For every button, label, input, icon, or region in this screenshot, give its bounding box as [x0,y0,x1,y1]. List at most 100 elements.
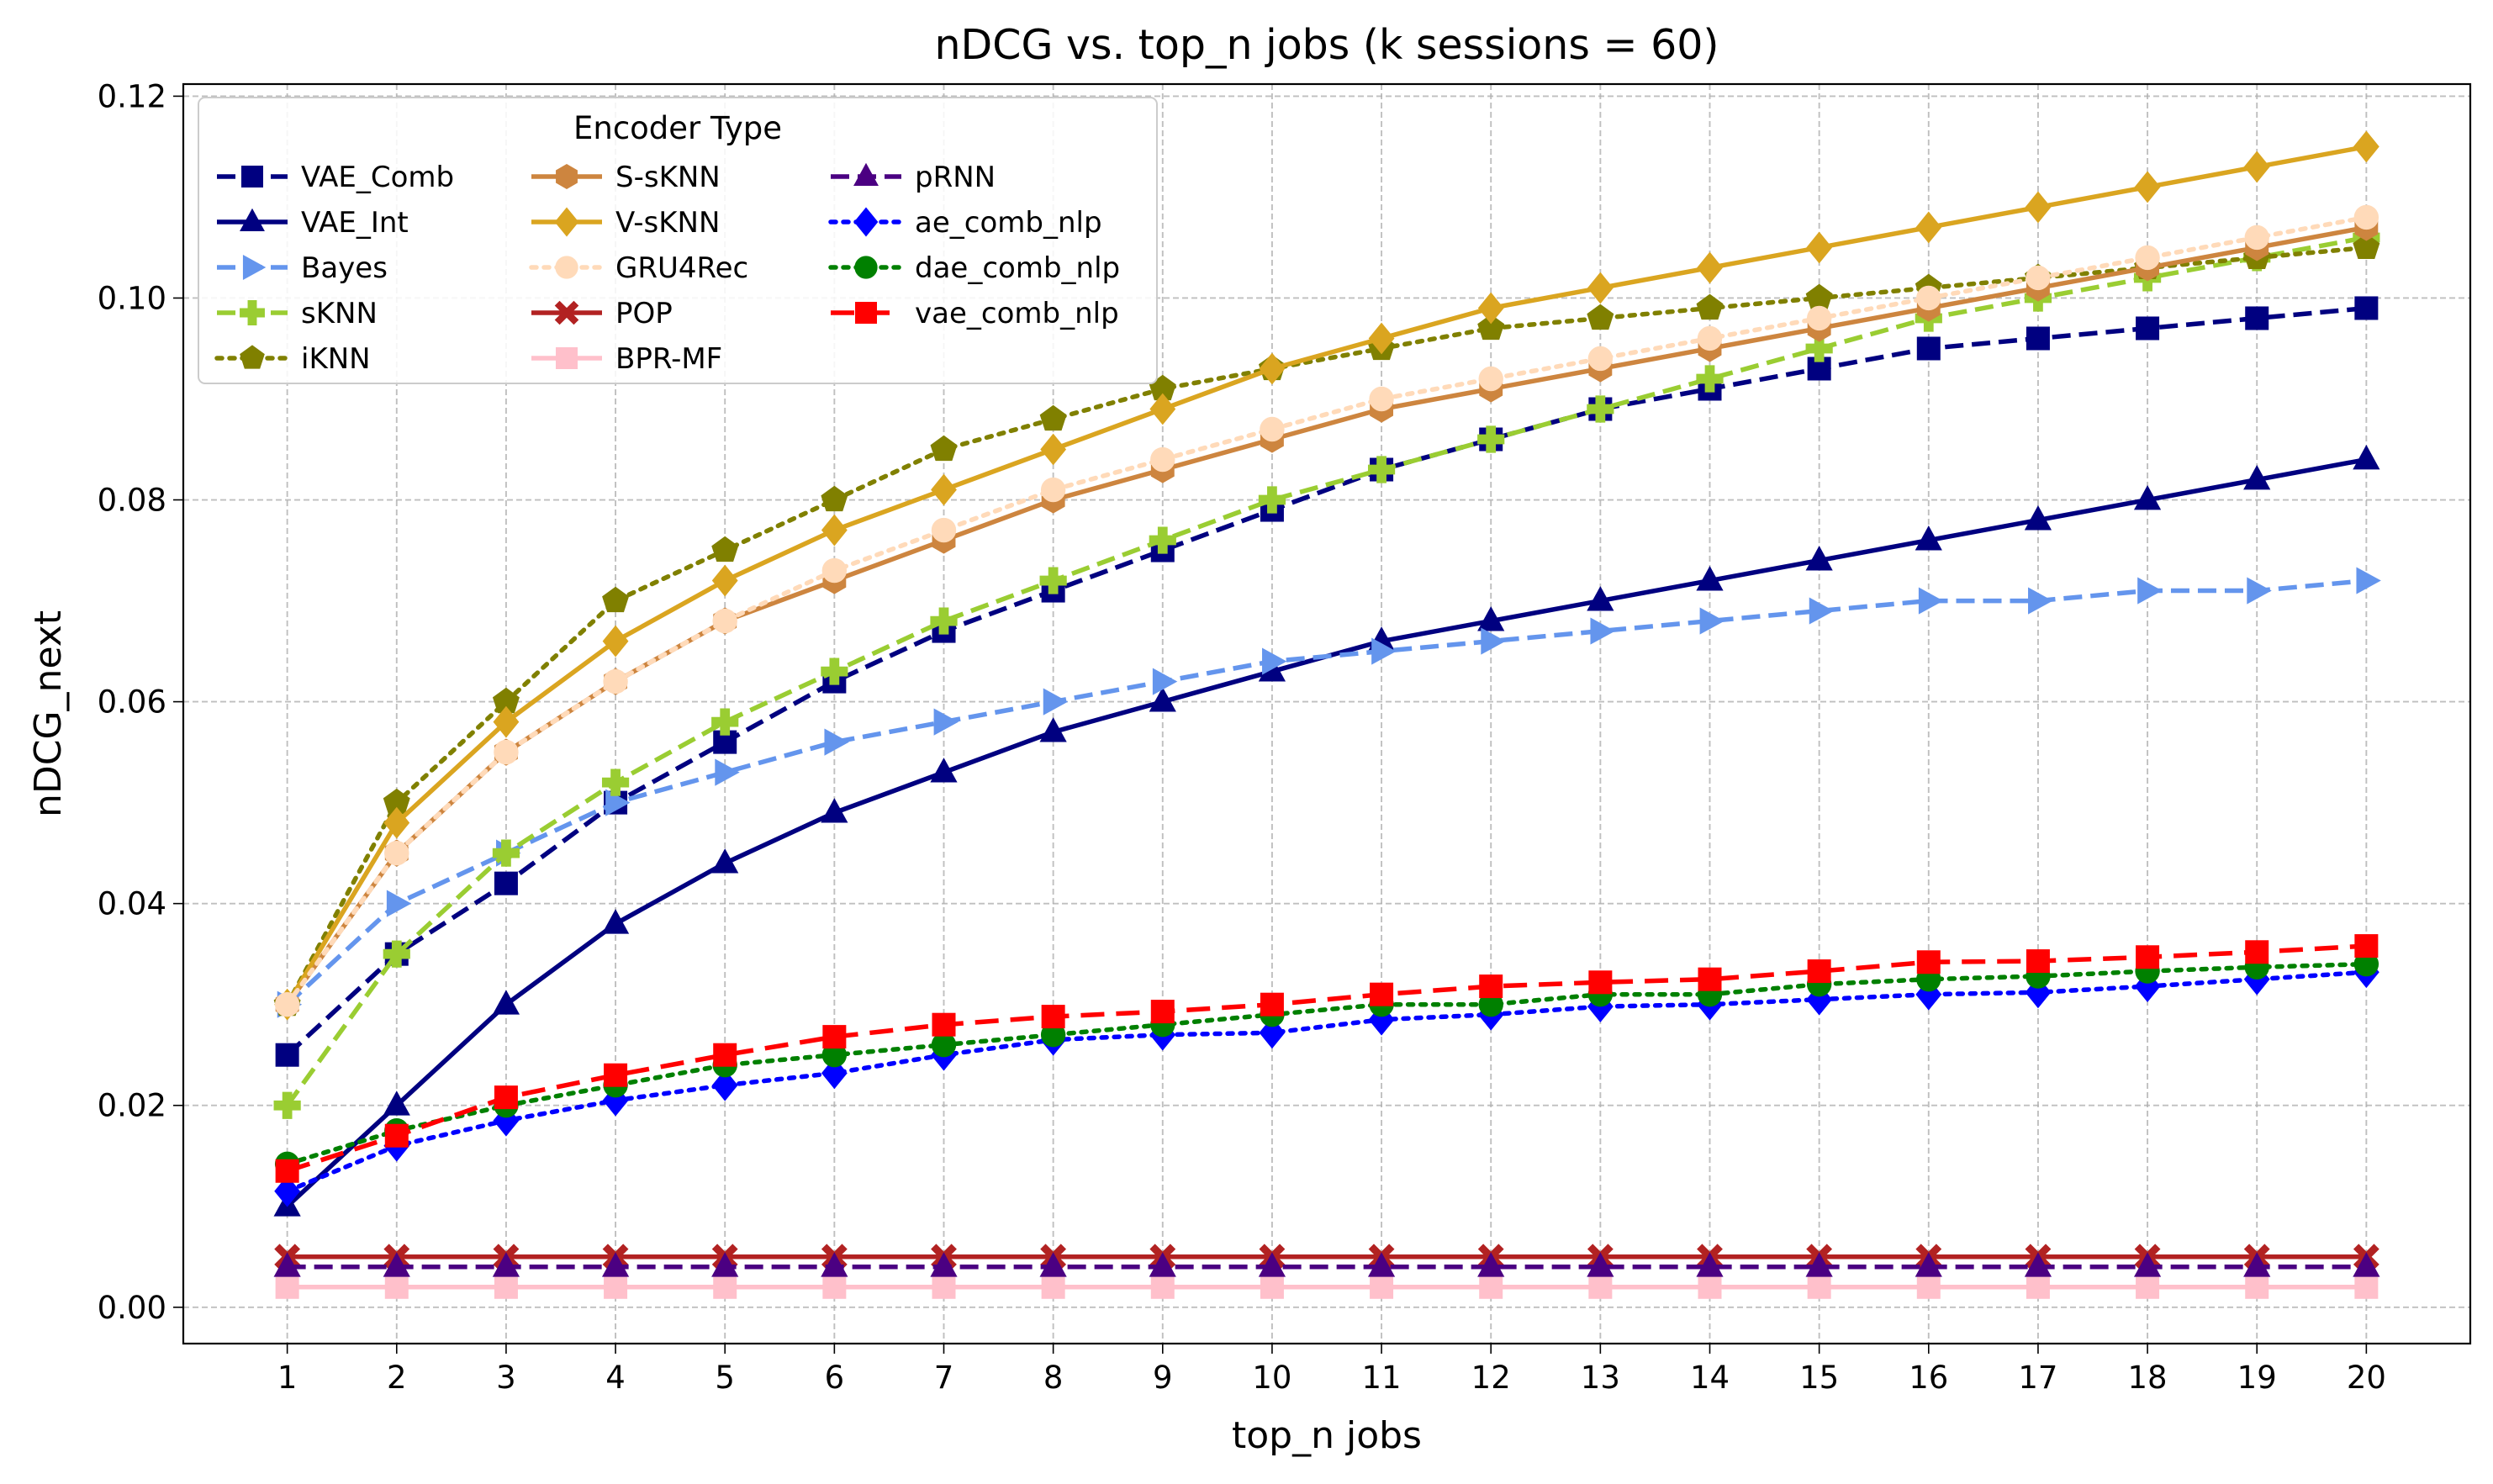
data-point-dae-comb-nlp [1478,991,1503,1017]
legend-label: dae_comb_nlp [915,251,1120,285]
data-point-iknn [383,788,410,815]
data-point-gru4rec [1260,416,1285,442]
legend-label: VAE_Int [301,206,409,240]
data-point-vae-comb [2354,296,2379,320]
data-point-vae-comb-nlp [275,1159,299,1183]
x-tick-label: 19 [2237,1360,2277,1396]
x-tick-label: 3 [496,1360,516,1396]
data-point-iknn [602,586,630,613]
legend-marker [853,207,879,237]
data-point-prnn [2243,1252,2271,1277]
series-layer [273,130,2381,1299]
plot-frame [182,82,2472,1345]
legend-item-s-sknn: S-sKNN [531,161,721,194]
data-point-iknn [2353,233,2380,260]
legend-marker [241,166,263,187]
chart-title: nDCG vs. top_n jobs (k sessions = 60) [934,21,1719,69]
data-point-gru4rec [2244,224,2269,251]
data-point-vae-int [2243,465,2271,490]
legend-title: Encoder Type [573,110,782,146]
data-point-bayes [2137,577,2163,605]
data-point-v-sknn [1040,433,1067,466]
legend-item-pop: POP [531,297,673,330]
data-point-bayes [1699,607,1725,635]
data-point-prnn [821,1252,848,1277]
data-point-vae-comb-nlp [1807,959,1831,984]
data-point-ae-comb-nlp [602,1084,629,1117]
data-point-bpr-mf [1698,1275,1722,1299]
data-point-sknn [601,768,630,796]
data-point-vae-comb [275,1043,299,1067]
data-point-iknn [930,435,958,462]
legend-box [198,97,1158,384]
x-tick-label: 10 [1252,1360,1291,1396]
data-point-sknn [1258,486,1286,514]
data-point-bayes [1262,647,1287,675]
data-point-bayes [715,758,740,786]
legend-label: GRU4Rec [615,251,748,285]
data-point-bayes [933,708,959,736]
data-point-dae-comb-nlp [2353,951,2379,977]
data-point-bayes [1809,597,1835,625]
legend-label: S-sKNN [615,161,721,194]
legend-item-prnn: pRNN [831,161,996,194]
data-point-v-sknn [602,625,629,658]
series-gru4rec [274,204,2379,1017]
data-point-prnn [1915,1252,1942,1277]
data-point-prnn [2133,1252,2162,1277]
legend-marker [556,347,578,369]
data-point-vae-comb-nlp [1916,950,1941,974]
data-point-vae-comb [2136,316,2160,341]
data-point-vae-int [1587,586,1614,611]
data-point-vae-comb-nlp [1041,1005,1065,1029]
data-point-gru4rec [1369,386,1394,412]
data-point-iknn [821,485,848,512]
data-point-vae-int [383,1091,410,1116]
data-point-gru4rec [712,608,737,634]
x-tick-label: 7 [934,1360,954,1396]
series-line-ae-comb-nlp [284,969,2369,1194]
data-point-gru4rec [274,991,300,1017]
data-point-v-sknn [711,564,738,597]
legend-item-bpr-mf: BPR-MF [531,342,722,376]
data-point-vae-int [492,990,520,1015]
data-point-vae-comb-nlp [2245,940,2269,964]
data-point-prnn [383,1252,410,1277]
data-point-bpr-mf [384,1275,409,1299]
data-point-ae-comb-nlp [2025,976,2052,1009]
legend-item-vae-comb: VAE_Comb [217,161,454,194]
data-point-bayes [1371,637,1397,665]
data-point-vae-int [711,848,739,874]
data-point-v-sknn [2134,171,2161,203]
x-tick-label: 14 [1690,1360,1730,1396]
data-point-sknn [492,839,520,867]
data-point-bpr-mf [604,1275,628,1299]
data-point-gru4rec [2135,245,2160,271]
data-point-gru4rec [1478,366,1503,392]
x-tick-label: 9 [1153,1360,1173,1396]
data-point-bpr-mf [822,1275,847,1299]
legend-marker [853,162,879,187]
data-point-bayes [1590,617,1615,645]
data-point-prnn [1258,1252,1286,1277]
data-point-iknn [1039,404,1067,431]
grid-lines [183,84,2470,1344]
y-tick-label: 0.10 [98,280,166,316]
x-tick-label: 8 [1043,1360,1064,1396]
data-point-bpr-mf [713,1275,737,1299]
data-point-prnn [1805,1252,1833,1277]
data-point-ae-comb-nlp [821,1057,848,1090]
legend-marker [554,300,579,325]
data-point-sknn [1805,335,1833,362]
data-point-ae-comb-nlp [711,1069,738,1101]
legend-label: POP [615,297,673,330]
data-point-bayes [2028,587,2053,615]
legend-marker [554,207,579,237]
data-point-gru4rec [1697,325,1723,351]
legend-label: VAE_Comb [301,161,454,194]
data-point-vae-comb-nlp [2026,949,2050,974]
series-prnn [273,1252,2380,1277]
axes: 1 2 3 4 5 6 7 8 9 10 11 12 13 14 15 16 17 18 19 200.000.020… [98,78,2386,1396]
y-tick-label: 0.02 [98,1088,166,1124]
